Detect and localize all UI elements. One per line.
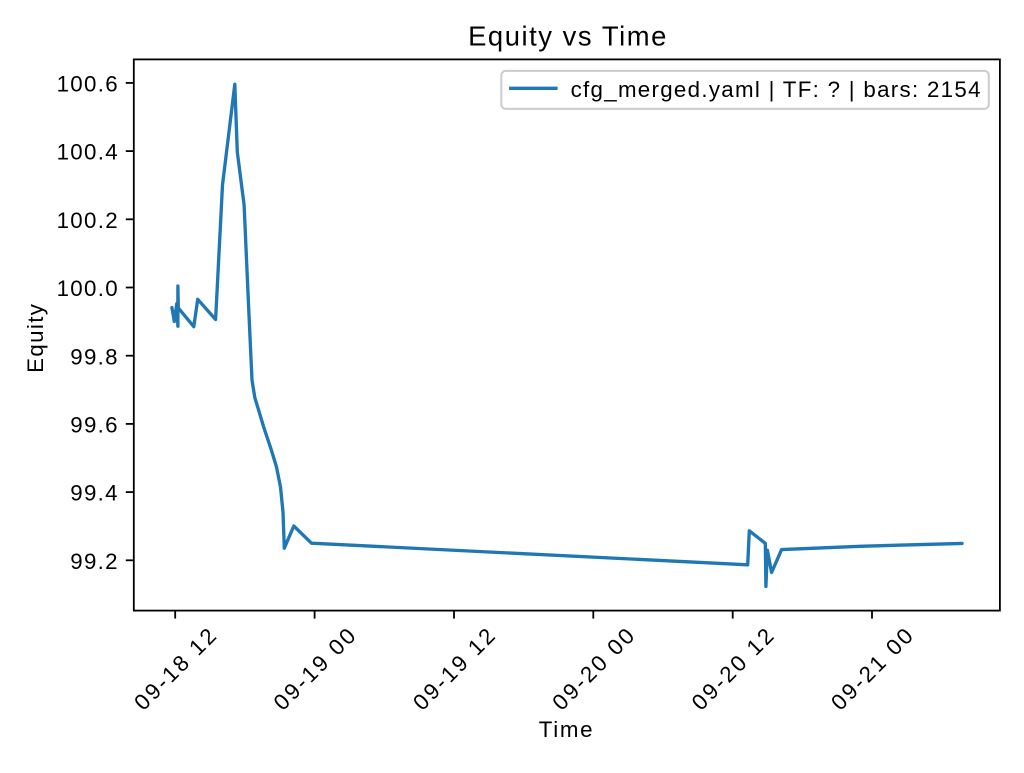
svg-text:99.6: 99.6 bbox=[70, 413, 119, 438]
svg-text:Time: Time bbox=[539, 717, 595, 742]
svg-text:100.6: 100.6 bbox=[57, 72, 119, 97]
svg-text:100.4: 100.4 bbox=[57, 140, 119, 165]
svg-text:100.2: 100.2 bbox=[57, 208, 119, 233]
svg-text:cfg_merged.yaml | TF: ? | bars: cfg_merged.yaml | TF: ? | bars: 2154 bbox=[571, 77, 982, 102]
svg-text:99.2: 99.2 bbox=[70, 549, 119, 574]
svg-text:100.0: 100.0 bbox=[57, 276, 119, 301]
svg-text:99.8: 99.8 bbox=[70, 344, 119, 369]
svg-text:Equity: Equity bbox=[23, 303, 48, 373]
svg-text:99.4: 99.4 bbox=[70, 481, 119, 506]
svg-text:Equity vs Time: Equity vs Time bbox=[468, 21, 668, 52]
